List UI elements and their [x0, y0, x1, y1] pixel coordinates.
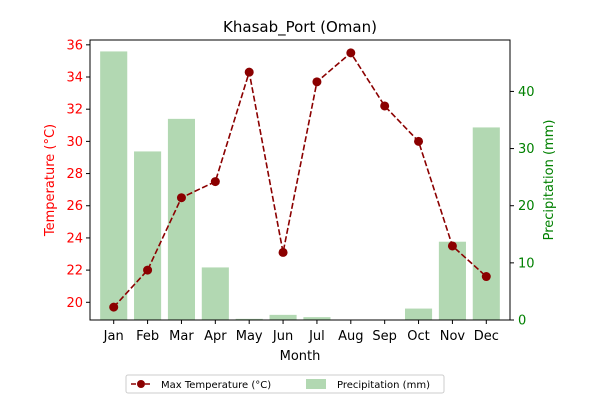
precip-bar-jan [100, 51, 128, 321]
legend-line-marker [137, 380, 145, 388]
temp-point-apr [210, 177, 220, 187]
x-tick-label-dec: Dec [474, 329, 499, 344]
axes: Jan Feb Mar Apr May Jun Jul Aug Sep Oct Nov Dec 20 22… [66, 38, 534, 344]
precip-bar-jun [269, 314, 297, 320]
y-left-tick-label-22: 22 [66, 264, 83, 279]
x-tick-label-nov: Nov [440, 329, 466, 344]
x-tick-label-apr: Apr [204, 329, 227, 344]
y-left-tick-label-26: 26 [66, 199, 83, 214]
x-tick-label-mar: Mar [169, 329, 194, 344]
temp-point-aug [346, 48, 356, 58]
y-right-tick-label-10: 10 [518, 256, 535, 271]
temp-point-sep [380, 101, 390, 111]
precip-bar-oct [405, 308, 433, 320]
x-tick-label-jul: Jul [308, 329, 325, 344]
precip-bar-may [235, 318, 263, 320]
temperature-line [109, 48, 491, 312]
y-right-tick-label-0: 0 [518, 314, 526, 329]
precip-bar-dec [472, 127, 500, 320]
temp-point-oct [414, 136, 424, 146]
y-left-tick-label-34: 34 [66, 71, 83, 86]
x-tick-label-sep: Sep [372, 329, 397, 344]
temp-point-jun [278, 247, 288, 257]
plot-frame [89, 39, 511, 321]
temp-point-dec [481, 272, 491, 282]
precipitation-bars [100, 51, 500, 321]
y-left-tick-label-20: 20 [66, 296, 83, 311]
precip-bar-jul [303, 317, 331, 320]
legend-label-temperature: Max Temperature (°C) [161, 380, 271, 391]
legend-label-precipitation: Precipitation (mm) [337, 380, 430, 391]
y-left-tick-label-32: 32 [66, 103, 83, 118]
temp-point-mar [176, 193, 186, 203]
precip-bar-apr [201, 267, 229, 320]
temp-point-may [244, 67, 254, 77]
y-axis-right-label: Precipitation (mm) [542, 120, 557, 241]
precip-bar-mar [167, 118, 195, 320]
x-tick-label-jun: Jun [272, 329, 293, 344]
chart-title: Khasab_Port (Oman) [223, 18, 377, 37]
legend-frame [125, 374, 445, 394]
y-right-tick-label-20: 20 [518, 199, 535, 214]
y-right-tick-label-30: 30 [518, 142, 535, 157]
y-left-tick-label-28: 28 [66, 167, 83, 182]
legend-bar-swatch [306, 379, 326, 389]
y-axis-left-label: Temperature (°C) [43, 124, 58, 237]
x-tick-label-feb: Feb [136, 329, 159, 344]
y-right-tick-label-40: 40 [518, 85, 535, 100]
x-tick-label-aug: Aug [338, 329, 363, 344]
x-tick-label-oct: Oct [407, 329, 429, 344]
precip-bar-feb [134, 151, 162, 320]
temp-point-nov [447, 241, 457, 251]
temp-point-jan [109, 302, 119, 312]
x-tick-label-jan: Jan [103, 329, 124, 344]
temp-point-feb [143, 265, 153, 275]
temp-point-jul [312, 77, 322, 87]
y-left-tick-label-36: 36 [66, 38, 83, 53]
legend: Max Temperature (°C) Precipitation (mm) [125, 374, 445, 394]
y-left-tick-label-30: 30 [66, 135, 83, 150]
y-left-tick-label-24: 24 [66, 231, 83, 246]
x-tick-label-may: May [236, 329, 263, 344]
precip-bar-nov [438, 241, 466, 320]
x-axis-label: Month [280, 349, 321, 364]
